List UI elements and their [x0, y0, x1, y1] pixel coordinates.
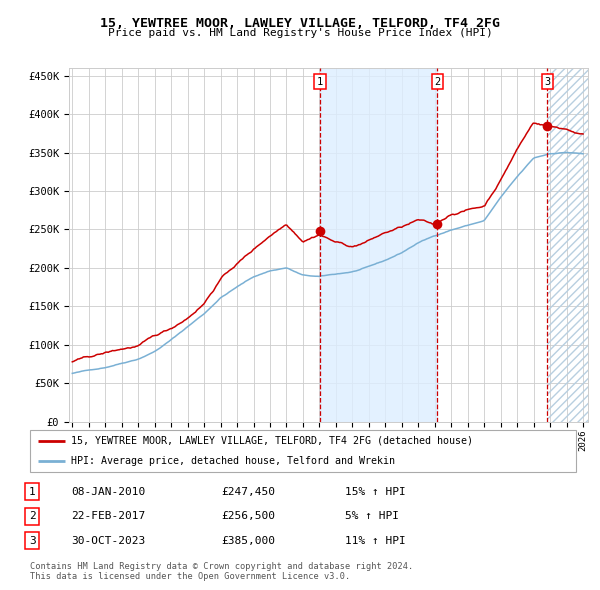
Text: 2: 2 [434, 77, 440, 87]
Text: 1: 1 [29, 487, 35, 497]
Text: 11% ↑ HPI: 11% ↑ HPI [345, 536, 406, 546]
Text: 22-FEB-2017: 22-FEB-2017 [71, 512, 146, 521]
Text: 15, YEWTREE MOOR, LAWLEY VILLAGE, TELFORD, TF4 2FG: 15, YEWTREE MOOR, LAWLEY VILLAGE, TELFOR… [100, 17, 500, 30]
Text: 3: 3 [29, 536, 35, 546]
Text: 08-JAN-2010: 08-JAN-2010 [71, 487, 146, 497]
Text: HPI: Average price, detached house, Telford and Wrekin: HPI: Average price, detached house, Telf… [71, 455, 395, 466]
Text: £256,500: £256,500 [221, 512, 275, 521]
Text: 5% ↑ HPI: 5% ↑ HPI [345, 512, 399, 521]
Text: Price paid vs. HM Land Registry's House Price Index (HPI): Price paid vs. HM Land Registry's House … [107, 28, 493, 38]
Text: 15, YEWTREE MOOR, LAWLEY VILLAGE, TELFORD, TF4 2FG (detached house): 15, YEWTREE MOOR, LAWLEY VILLAGE, TELFOR… [71, 436, 473, 446]
Text: 15% ↑ HPI: 15% ↑ HPI [345, 487, 406, 497]
Text: Contains HM Land Registry data © Crown copyright and database right 2024.: Contains HM Land Registry data © Crown c… [30, 562, 413, 571]
Text: 1: 1 [317, 77, 323, 87]
Text: £385,000: £385,000 [221, 536, 275, 546]
Text: 3: 3 [544, 77, 550, 87]
Text: This data is licensed under the Open Government Licence v3.0.: This data is licensed under the Open Gov… [30, 572, 350, 581]
Text: £247,450: £247,450 [221, 487, 275, 497]
Bar [320, 68, 437, 422]
Text: 2: 2 [29, 512, 35, 521]
Bar [547, 68, 588, 422]
Text: 30-OCT-2023: 30-OCT-2023 [71, 536, 146, 546]
